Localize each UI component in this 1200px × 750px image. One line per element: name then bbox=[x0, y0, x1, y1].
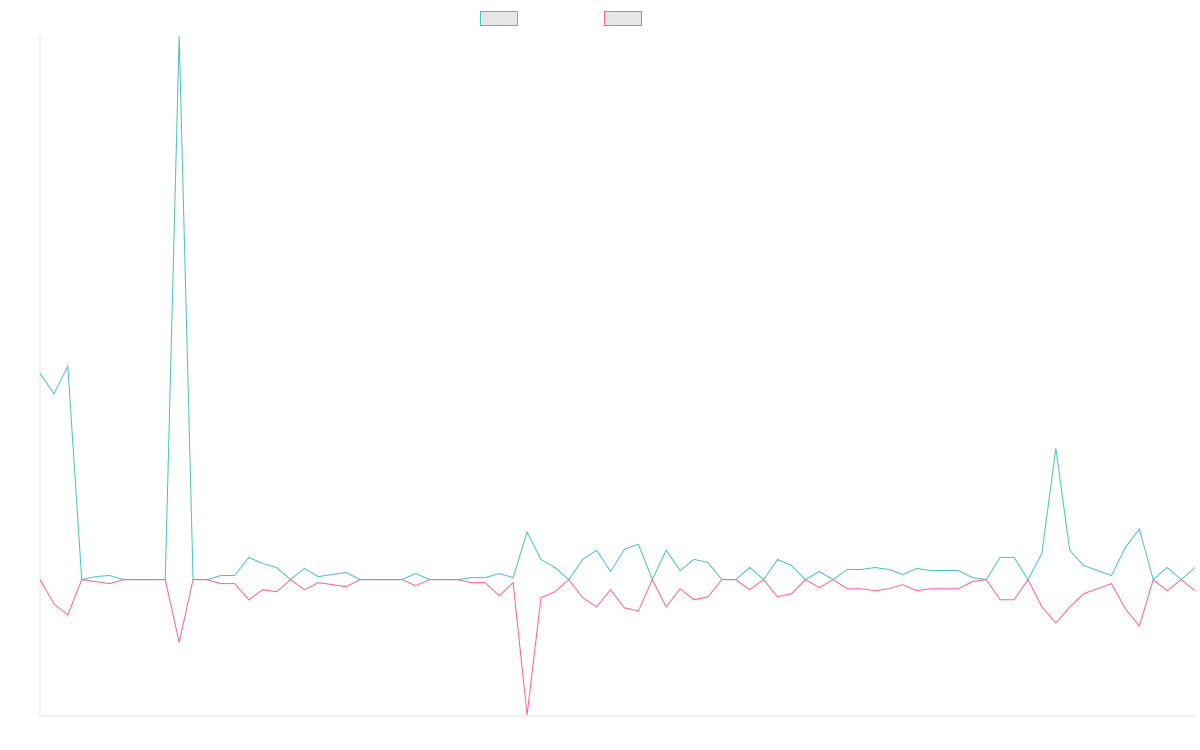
series-line-1 bbox=[39, 35, 1196, 581]
series-line-2 bbox=[39, 578, 1196, 716]
legend-swatch-series-1 bbox=[480, 10, 518, 26]
legend-swatch-series-2 bbox=[604, 10, 642, 26]
series-layer bbox=[39, 35, 1196, 716]
legend bbox=[0, 9, 1200, 27]
legend-item-series-1[interactable] bbox=[480, 9, 524, 27]
legend-item-series-2[interactable] bbox=[604, 9, 648, 27]
